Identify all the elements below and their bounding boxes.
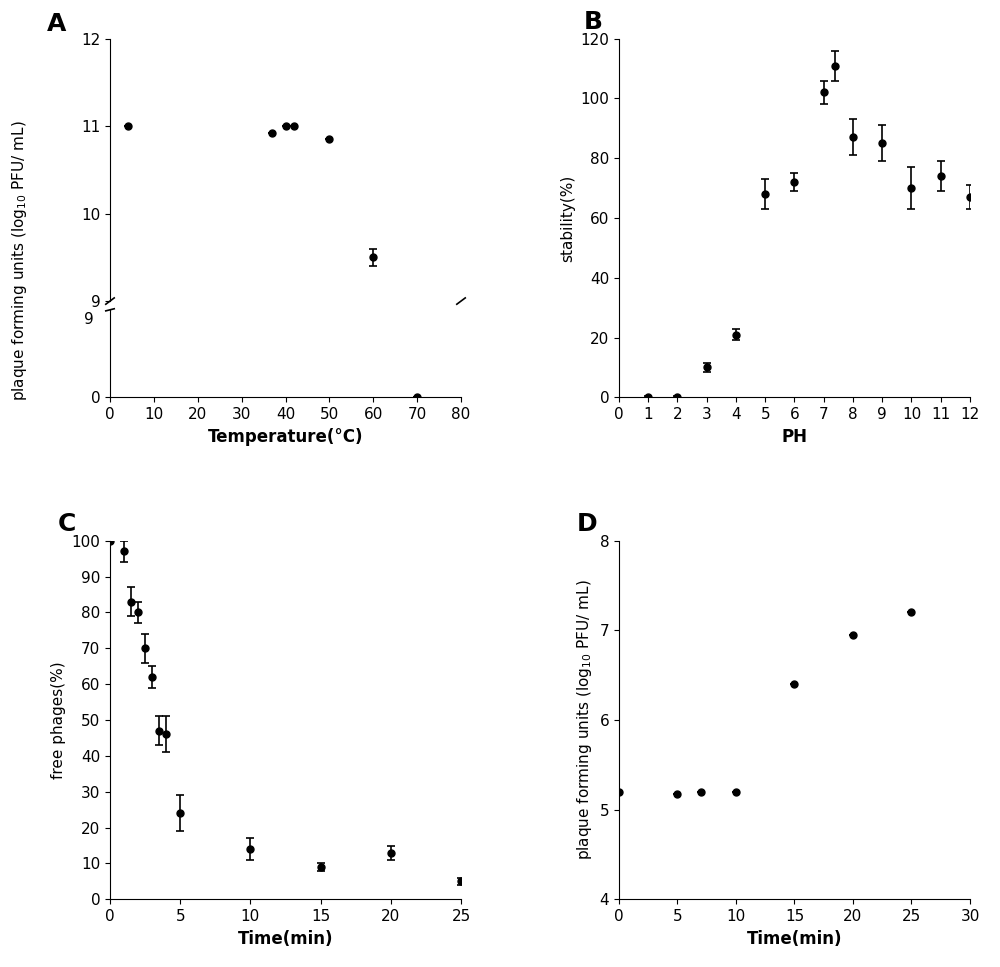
Text: C: C — [57, 512, 76, 536]
Text: plaque forming units (log$_{10}$ PFU/ mL): plaque forming units (log$_{10}$ PFU/ mL… — [10, 121, 30, 401]
Y-axis label: plaque forming units (log$_{10}$ PFU/ mL): plaque forming units (log$_{10}$ PFU/ mL… — [575, 579, 594, 861]
Y-axis label: stability(%): stability(%) — [560, 174, 575, 262]
Text: A: A — [47, 13, 66, 37]
X-axis label: Time(min): Time(min) — [238, 929, 333, 948]
X-axis label: Time(min): Time(min) — [747, 929, 842, 948]
X-axis label: PH: PH — [781, 427, 807, 446]
Y-axis label: free phages(%): free phages(%) — [51, 661, 66, 778]
Text: 9: 9 — [84, 311, 94, 327]
Text: B: B — [584, 10, 603, 34]
Text: D: D — [577, 512, 597, 536]
X-axis label: Temperature(°C): Temperature(°C) — [208, 427, 363, 446]
